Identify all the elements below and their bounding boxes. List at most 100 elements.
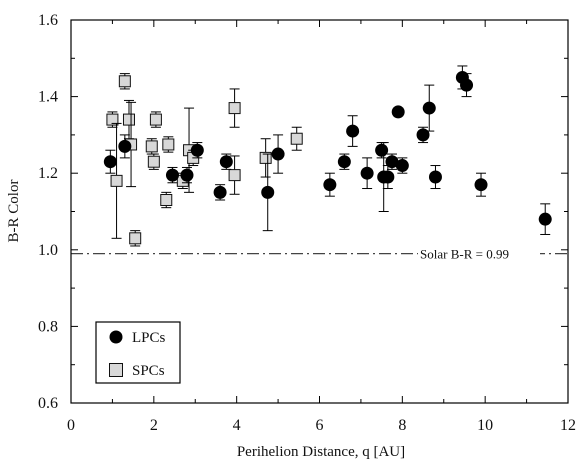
tick-layer: 0 2 4 6 8 10 12 0.6 0.8 1.0 1.2 1.4 1.6: [38, 12, 576, 434]
lpc-data-point: [261, 153, 275, 232]
spc-data-point: [147, 153, 160, 170]
spc-marker: [110, 174, 123, 187]
lpc-marker: [118, 139, 132, 153]
x-tick-label: 12: [560, 417, 576, 434]
spc-marker: [162, 138, 175, 151]
spc-data-point: [290, 126, 303, 151]
lpc-marker: [391, 105, 405, 119]
y-tick-label: 1.2: [38, 165, 58, 182]
legend: LPCs SPCs: [95, 321, 181, 384]
spc-data-point: [110, 122, 123, 239]
lpc-marker: [360, 166, 374, 180]
lpc-marker: [422, 101, 436, 115]
spc-marker: [129, 232, 142, 245]
lpc-marker: [416, 128, 430, 142]
lpc-marker: [219, 155, 233, 169]
lpc-data-point: [416, 126, 430, 144]
y-tick-label: 0.8: [38, 318, 58, 335]
spc-data-point: [228, 155, 241, 195]
spc-data-point: [160, 191, 173, 209]
lpc-data-point: [103, 149, 117, 174]
legend-lpc-label: LPCs: [132, 330, 166, 346]
spc-marker: [228, 169, 241, 182]
spc-data-point: [149, 111, 162, 128]
lpc-data-point: [346, 115, 360, 147]
spc-marker: [228, 102, 241, 115]
lpc-marker: [375, 143, 389, 157]
lpc-marker: [385, 155, 399, 169]
lpc-marker: [180, 168, 194, 182]
lpc-marker: [474, 178, 488, 192]
lpc-data-point: [474, 172, 488, 197]
x-axis-label: Perihelion Distance, q [AU]: [237, 444, 405, 460]
spc-data-point: [228, 88, 241, 128]
legend-spc-marker: [109, 363, 123, 377]
lpc-data-point: [213, 184, 227, 201]
x-tick-label: 0: [67, 417, 75, 434]
lpc-data-point: [385, 153, 399, 170]
lpc-marker: [190, 143, 204, 157]
lpc-data-point: [422, 84, 436, 132]
legend-lpc-marker: [109, 330, 123, 344]
solar-reference-label: Solar B-R = 0.99: [420, 247, 509, 262]
spc-marker: [122, 113, 135, 126]
legend-spc-label: SPCs: [132, 363, 165, 379]
spc-data-point: [129, 230, 142, 247]
lpc-marker: [460, 78, 474, 92]
lpc-data-point: [180, 166, 194, 184]
spc-data-point: [259, 138, 272, 178]
spc-marker: [160, 194, 173, 207]
y-axis-label: B-R Color: [6, 180, 22, 243]
lpc-marker: [346, 124, 360, 138]
lpc-marker: [381, 170, 395, 184]
x-tick-label: 2: [150, 417, 158, 434]
lpc-data-point: [395, 157, 409, 174]
y-tick-label: 1.6: [38, 12, 58, 29]
lpc-marker: [323, 178, 337, 192]
lpc-marker: [538, 212, 552, 226]
spc-marker: [259, 151, 272, 164]
lpc-marker: [271, 147, 285, 161]
y-tick-label: 0.6: [38, 395, 58, 412]
lpc-marker: [261, 185, 275, 199]
spc-data-point: [145, 138, 158, 155]
lpc-data-point: [538, 203, 552, 235]
solar-label-background: [418, 244, 540, 261]
lpc-marker: [395, 159, 409, 173]
x-tick-label: 6: [316, 417, 324, 434]
lpc-data-point: [428, 165, 442, 190]
x-tick-label: 8: [398, 417, 406, 434]
spc-data-point: [106, 111, 119, 128]
x-tick-label: 4: [233, 417, 241, 434]
plot-layer: [103, 65, 552, 247]
lpc-data-point: [360, 157, 374, 190]
spc-marker: [149, 113, 162, 126]
lpc-data-point: [118, 134, 132, 159]
x-tick-label: 10: [477, 417, 493, 434]
lpc-marker: [213, 185, 227, 199]
lpc-data-point: [271, 134, 285, 174]
lpc-data-point: [391, 105, 405, 119]
lpc-marker: [428, 170, 442, 184]
lpc-data-point: [337, 153, 351, 170]
spc-marker: [145, 140, 158, 153]
spc-marker: [290, 132, 303, 145]
y-tick-label: 1.4: [38, 89, 58, 106]
lpc-marker: [165, 168, 179, 182]
y-tick-label: 1.0: [38, 242, 58, 259]
lpc-marker: [337, 155, 351, 169]
spc-data-point: [162, 136, 175, 153]
spc-data-point: [118, 73, 131, 90]
lpc-data-point: [323, 172, 337, 197]
lpc-data-point: [190, 142, 204, 159]
plot-frame: [70, 19, 569, 404]
spc-data-point: [125, 101, 138, 188]
reference-group: Solar B-R = 0.99: [71, 244, 568, 262]
lpc-marker: [103, 155, 117, 169]
lpc-data-point: [460, 73, 474, 98]
lpc-data-point: [219, 153, 233, 170]
spc-marker: [147, 155, 160, 168]
